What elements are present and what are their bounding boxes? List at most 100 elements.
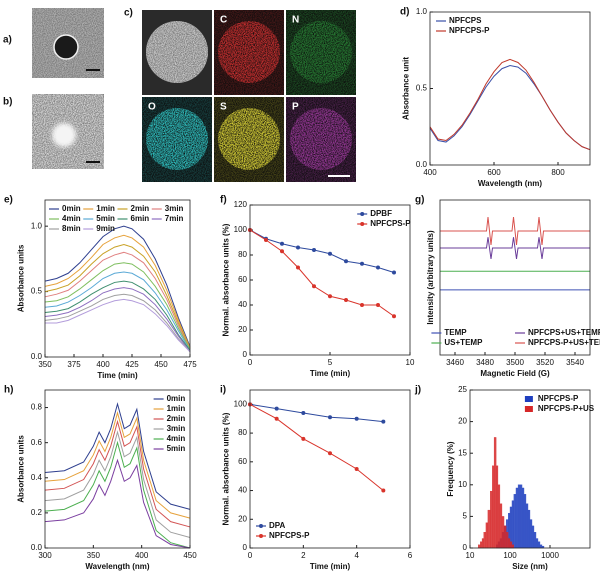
histogram-bar — [519, 484, 523, 549]
plot-frame — [44, 389, 191, 549]
x-tick-label: 2 — [301, 551, 306, 560]
panel-label: a) — [3, 35, 12, 46]
y-axis-label: Frequency (%) — [446, 441, 455, 496]
eds-label: N — [292, 15, 299, 26]
legend-label: 5min — [96, 214, 115, 223]
legend-label: 8min — [62, 224, 81, 233]
data-point — [264, 238, 268, 242]
x-axis-label: Magnetic Field (G) — [480, 369, 550, 378]
histogram-bar — [521, 487, 525, 549]
series-line — [249, 229, 395, 317]
y-tick-label: 0 — [243, 350, 248, 359]
y-tick-label: 100 — [234, 399, 248, 408]
data-point — [312, 248, 316, 252]
data-point — [376, 265, 380, 270]
series-line — [249, 403, 384, 491]
y-tick-label: 100 — [234, 225, 248, 234]
legend-label: 1min — [167, 404, 186, 413]
y-tick-label: 80 — [238, 250, 247, 259]
series-line — [44, 419, 191, 528]
legend-marker — [259, 534, 263, 538]
legend-label: 2min — [167, 414, 186, 423]
data-point — [381, 419, 386, 424]
data-point — [296, 245, 300, 250]
histogram-bar — [501, 516, 505, 549]
x-tick-label: 800 — [551, 168, 565, 177]
y-tick-label: 0 — [243, 543, 248, 552]
y-tick-label: 0 — [463, 543, 468, 552]
y-axis-label: Intensity (arbitrary units) — [426, 230, 435, 325]
histogram-bar — [531, 525, 535, 549]
series-line — [44, 458, 191, 549]
panel-label: e) — [4, 195, 13, 206]
x-axis-label: Time (min) — [310, 369, 351, 378]
legend-label: DPBF — [370, 209, 392, 218]
x-axis-label: Size (nm) — [512, 562, 548, 571]
series-line — [44, 234, 191, 349]
legend-label: 7min — [165, 214, 184, 223]
x-axis-label: Time (min) — [310, 562, 351, 571]
x-axis-label: Wavelength (nm) — [85, 562, 149, 571]
x-tick-label: 350 — [87, 551, 101, 560]
plot-frame — [429, 11, 591, 166]
legend-label: NPFCPS-P — [370, 219, 411, 228]
legend-label: NPFCPS-P+US+TEMP — [528, 338, 600, 347]
data-point — [328, 294, 332, 299]
x-tick-label: 425 — [125, 360, 139, 369]
histogram-bar — [515, 487, 519, 549]
data-point — [274, 416, 279, 421]
y-tick-label: 0.5 — [31, 287, 43, 296]
plot-frame — [44, 199, 191, 358]
x-tick-label: 0 — [248, 551, 253, 560]
data-point — [392, 314, 396, 319]
y-tick-label: 60 — [238, 457, 247, 466]
data-point — [280, 249, 284, 254]
y-tick-label: 25 — [458, 385, 467, 394]
y-axis-label: Normal. absorbance units (%) — [221, 223, 230, 336]
histogram-bar — [483, 532, 487, 549]
histogram-bar — [511, 544, 515, 549]
legend-marker — [360, 222, 365, 226]
legend-swatch — [524, 396, 533, 402]
data-point — [328, 251, 332, 256]
series-line — [44, 293, 191, 353]
plot-frame — [249, 204, 411, 356]
plot-frame — [469, 389, 591, 549]
legend-label: NPFCPS-P — [538, 394, 579, 403]
y-tick-label: 0.2 — [31, 508, 43, 517]
y-tick-label: 0.6 — [31, 438, 43, 447]
data-point — [301, 410, 306, 415]
legend-swatch — [524, 406, 533, 412]
data-point — [381, 488, 386, 493]
series-line — [44, 251, 191, 350]
x-tick-label: 300 — [38, 551, 52, 560]
y-tick-label: 15 — [458, 448, 467, 457]
histogram-bar — [490, 490, 493, 549]
y-tick-label: 80 — [238, 428, 247, 437]
legend-label: 4min — [62, 214, 81, 223]
series-line — [44, 243, 191, 349]
histogram-bar — [535, 538, 539, 549]
x-tick-label: 450 — [154, 360, 168, 369]
series-line — [44, 430, 191, 538]
histogram-bar — [485, 522, 489, 549]
panel-label: c) — [124, 8, 133, 19]
series-line — [440, 216, 590, 246]
series-line — [429, 65, 591, 151]
data-point — [312, 284, 316, 289]
histogram-bar — [539, 544, 543, 549]
data-point — [328, 451, 332, 456]
y-tick-label: 20 — [458, 417, 467, 426]
y-tick-label: 0.8 — [31, 403, 43, 412]
histogram-bar — [481, 538, 484, 549]
eds-label: O — [148, 102, 156, 113]
legend-label: 5min — [167, 444, 186, 453]
panel-label: f) — [220, 195, 227, 206]
panel-label: j) — [414, 385, 421, 396]
histogram-bar — [493, 437, 497, 549]
legend-label: NPFCPS-P — [449, 26, 490, 35]
y-tick-label: 0.0 — [31, 543, 43, 552]
data-point — [354, 416, 359, 421]
data-point — [296, 265, 300, 270]
x-tick-label: 3540 — [566, 358, 584, 367]
